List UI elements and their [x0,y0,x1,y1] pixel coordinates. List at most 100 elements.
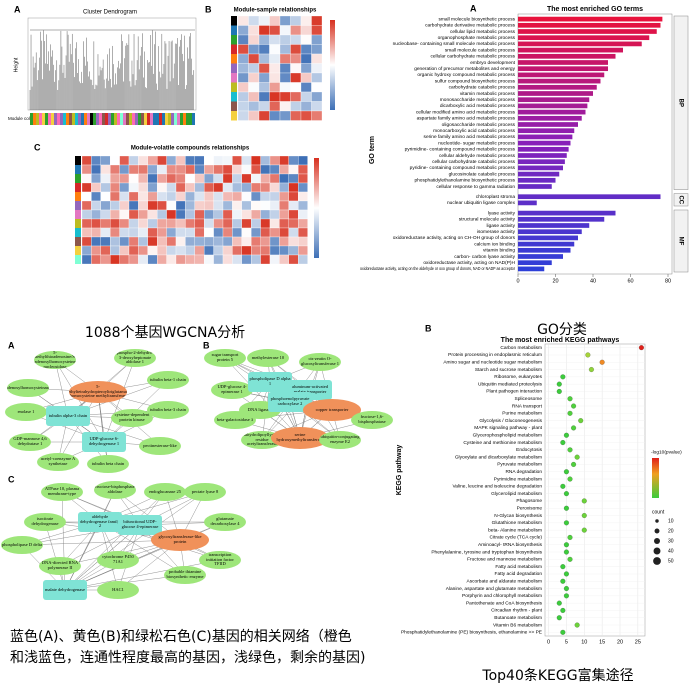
panel-label: B [205,4,212,14]
heat-cell [298,254,308,265]
panel-label: A [8,340,15,350]
heat-cell [119,209,130,220]
bar [518,60,608,65]
heat-cell [119,164,130,175]
heat-cell [311,72,323,83]
heat-cell [269,182,280,193]
module-swatch [231,25,237,35]
x-tick-label: 80 [665,278,671,284]
heat-cell [194,191,205,202]
heat-cell [166,245,177,256]
heat-cell [222,200,233,211]
heat-cell [237,72,249,83]
heat-cell [138,164,148,175]
bar [518,66,608,72]
heat-cell [166,164,177,175]
heat-cell [311,82,323,93]
heat-cell [241,173,252,184]
heat-cell [100,209,111,220]
point [556,388,562,394]
heat-cell [248,25,260,36]
heat-cell [157,191,167,202]
category-label: Starch and sucrose metabolism [475,367,542,373]
heat-cell [260,209,271,220]
heat-cell [119,200,130,211]
heat-cell [311,25,323,36]
heat-cell [222,218,233,229]
heat-cell [157,245,167,256]
heat-cell [100,254,111,265]
heat-cell [269,191,280,202]
heat-cell [128,218,139,229]
heat-cell [288,245,299,256]
point [560,374,566,380]
network-node: fructose-bisphosphate aldolase [94,481,136,499]
module-color [117,113,120,125]
heat-cell [100,182,111,193]
module-color [99,113,102,125]
heat-cell [237,25,249,36]
heatmap-title: Module-volatile compounds relationships [131,146,250,152]
heat-cell [279,53,291,64]
heat-cell [251,254,261,265]
bar [518,266,545,272]
x-tick-label: 0 [516,278,519,284]
heat-cell [138,245,148,256]
bar [518,78,601,84]
group-strip [673,15,689,190]
bar [518,146,569,152]
heat-cell [258,72,270,83]
heat-cell [194,236,205,247]
heat-cell [248,82,260,93]
network-node: cysteine-dependent protein kinase [111,409,153,427]
heat-cell [110,254,120,265]
heat-cell [91,209,101,220]
heat-cell [147,182,158,193]
module-color [102,113,105,125]
module-color [126,113,129,125]
heat-cell [241,236,252,247]
heat-cell [232,227,242,238]
heat-cell [91,254,101,265]
network-node: GDP-mannose 4,6 dehydratase 1 [9,433,51,451]
point [563,593,569,599]
heat-cell [290,63,302,74]
heat-cell [241,164,252,175]
heat-cell [300,63,312,74]
module-swatch [75,219,81,228]
heat-cell [269,218,280,229]
network-node: endoglucanase 25 [144,483,186,501]
heat-cell [222,236,233,247]
heat-cell [185,182,195,193]
legend-size [653,547,661,555]
bar [518,72,605,78]
heat-cell [213,236,224,247]
heat-cell [128,209,139,220]
heat-cell [260,173,271,184]
heat-cell [300,15,312,26]
point [560,564,566,570]
legend-size [653,537,661,545]
heat-cell [298,236,308,247]
heat-cell [248,101,260,112]
bar [518,115,582,121]
heat-cell [81,191,92,202]
heat-cell [166,236,177,247]
category-label: Glutathione metabolism [492,520,542,526]
bar [518,41,642,47]
module-color [30,113,33,125]
network-node: isocitrate dehydrogenase [24,513,66,531]
heat-cell [222,209,233,220]
heat-cell [290,25,302,36]
heat-cell [100,236,111,247]
category-label: Plant pathogen interaction [486,389,542,395]
bar [518,153,567,158]
heat-cell [194,245,205,256]
heat-cell [288,155,299,166]
heat-cell [204,164,214,175]
heat-cell [288,200,299,211]
heat-cell [232,173,242,184]
heat-cell [213,164,224,175]
category-label: vitamin metabolic process [460,91,516,97]
panel-label: C [34,142,41,152]
